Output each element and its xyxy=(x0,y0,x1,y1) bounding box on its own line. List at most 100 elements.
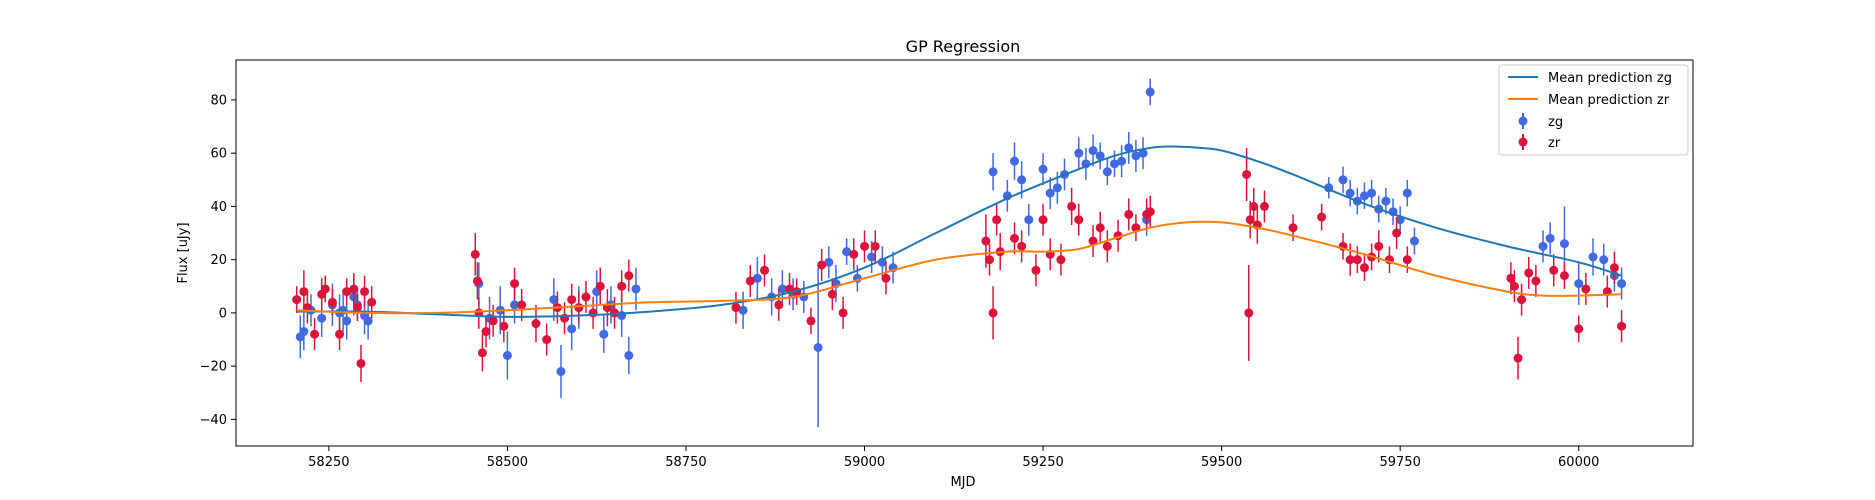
data-point xyxy=(352,303,362,313)
data-point xyxy=(981,236,991,246)
data-point xyxy=(292,295,302,305)
data-point xyxy=(488,316,498,326)
data-point xyxy=(1549,265,1559,275)
data-point xyxy=(1559,271,1569,281)
data-point xyxy=(574,303,584,313)
data-point xyxy=(549,295,559,305)
data-point xyxy=(1009,156,1019,166)
data-point xyxy=(542,335,552,345)
data-point xyxy=(1009,233,1019,243)
y-tick-label: 40 xyxy=(210,200,227,215)
y-axis-label: Flux [uJy] xyxy=(176,222,191,283)
data-point xyxy=(360,287,370,297)
x-tick-label: 59750 xyxy=(1379,455,1420,470)
legend: Mean prediction zg Mean prediction zr zg… xyxy=(1498,64,1689,156)
legend-marker-zg xyxy=(1518,113,1528,129)
data-point xyxy=(349,284,359,294)
data-point xyxy=(1609,263,1619,273)
data-point xyxy=(1131,151,1141,161)
data-point xyxy=(1088,236,1098,246)
data-point xyxy=(1509,281,1519,291)
data-point xyxy=(1052,183,1062,193)
data-point xyxy=(1117,156,1127,166)
x-tick-label: 58750 xyxy=(665,455,706,470)
data-point xyxy=(1617,321,1627,331)
data-point xyxy=(1392,228,1402,238)
data-point xyxy=(1109,159,1119,169)
data-point xyxy=(517,300,527,310)
data-point xyxy=(1599,255,1609,265)
data-point xyxy=(731,303,741,313)
data-point xyxy=(342,287,352,297)
data-point xyxy=(745,276,755,286)
x-tick-label: 59000 xyxy=(844,455,885,470)
data-point xyxy=(1538,241,1548,251)
data-point xyxy=(988,167,998,177)
data-point xyxy=(299,327,309,337)
data-point xyxy=(1095,151,1105,161)
data-point xyxy=(1317,212,1327,222)
data-point xyxy=(1145,87,1155,97)
data-point xyxy=(581,292,591,302)
data-point xyxy=(1244,308,1254,318)
x-axis-label: MJD xyxy=(950,475,975,490)
data-point xyxy=(827,289,837,299)
data-point xyxy=(299,287,309,297)
data-point xyxy=(367,297,377,307)
data-point xyxy=(356,358,366,368)
data-point xyxy=(477,348,487,358)
data-point xyxy=(567,324,577,334)
y-tick-label: 80 xyxy=(210,93,227,108)
data-point xyxy=(1102,241,1112,251)
x-tick-label: 59500 xyxy=(1201,455,1242,470)
data-point xyxy=(1524,268,1534,278)
x-tick-label: 58500 xyxy=(487,455,528,470)
legend-label-zg-mean: Mean prediction zg xyxy=(1548,71,1672,86)
legend-label-zr: zr xyxy=(1548,136,1561,151)
data-point xyxy=(1581,284,1591,294)
data-point xyxy=(502,350,512,360)
data-point xyxy=(1352,255,1362,265)
data-point xyxy=(984,255,994,265)
data-point xyxy=(992,215,1002,225)
data-point xyxy=(1102,167,1112,177)
data-point xyxy=(1367,188,1377,198)
data-point xyxy=(531,319,541,329)
y-tick-label: 0 xyxy=(219,306,227,321)
data-point xyxy=(1359,191,1369,201)
data-point xyxy=(1338,175,1348,185)
y-tick-label: −40 xyxy=(200,413,227,428)
data-point xyxy=(624,271,634,281)
series-zg xyxy=(295,78,1627,428)
data-point xyxy=(1574,279,1584,289)
data-point xyxy=(1056,255,1066,265)
data-point xyxy=(1245,215,1255,225)
data-point xyxy=(988,308,998,318)
data-point xyxy=(806,316,816,326)
data-point xyxy=(556,366,566,376)
data-point xyxy=(327,297,337,307)
data-point xyxy=(1517,295,1527,305)
series-zr xyxy=(292,147,1627,383)
data-point xyxy=(870,241,880,251)
legend-box xyxy=(1498,64,1689,156)
data-point xyxy=(860,241,870,251)
data-point xyxy=(1095,223,1105,233)
mean-prediction-line-0 xyxy=(296,145,1622,318)
x-tick-label: 58250 xyxy=(308,455,349,470)
data-point xyxy=(774,300,784,310)
data-point xyxy=(1088,146,1098,156)
y-tick-label: −20 xyxy=(200,360,227,375)
data-point xyxy=(1345,255,1355,265)
data-point xyxy=(1074,148,1084,158)
data-point xyxy=(1017,175,1027,185)
data-point xyxy=(1024,215,1034,225)
x-tick-label: 59250 xyxy=(1022,455,1063,470)
data-point xyxy=(867,252,877,262)
data-point xyxy=(1374,241,1384,251)
data-point xyxy=(310,329,320,339)
plot-area xyxy=(292,78,1627,428)
data-point xyxy=(1259,201,1269,211)
data-point xyxy=(363,316,373,326)
